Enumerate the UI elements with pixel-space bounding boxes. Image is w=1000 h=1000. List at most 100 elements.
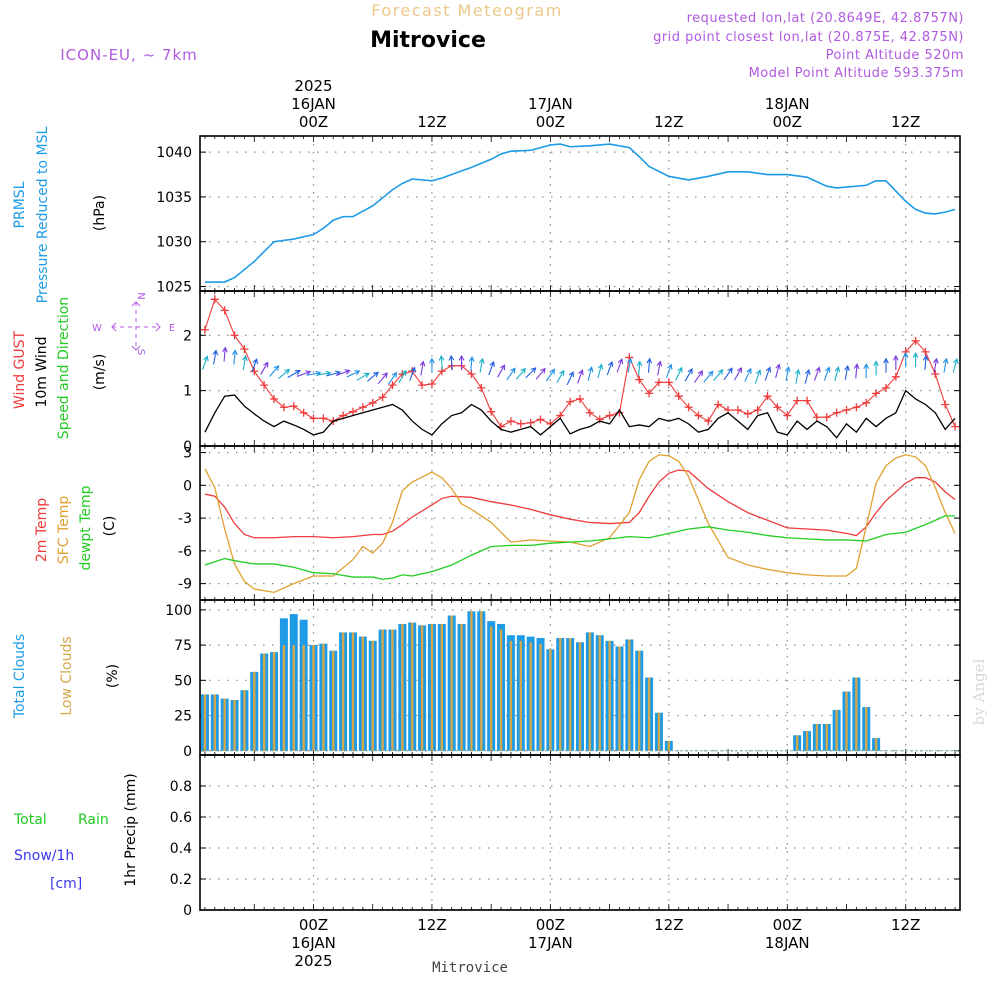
panel-temperature: 3 0 -3 -6 -9 bbox=[178, 445, 961, 601]
top-time-label: 00Z bbox=[299, 113, 328, 131]
bottom-time-label: 17JAN bbox=[528, 934, 573, 952]
low-cloud-bar bbox=[253, 671, 256, 751]
wind-arrow bbox=[883, 357, 889, 373]
low-cloud-bar bbox=[391, 629, 394, 751]
wind-arrow bbox=[296, 370, 312, 377]
gust-marker bbox=[664, 378, 673, 387]
footer-station: Mitrovice bbox=[432, 960, 508, 976]
gust-marker bbox=[645, 389, 654, 398]
left-labels: PRMSL Pressure Reduced to MSL (hPa) Wind… bbox=[12, 126, 175, 892]
bottom-time-label: 00Z bbox=[536, 916, 565, 934]
header-station: Mitrovice bbox=[370, 28, 486, 53]
low-cloud-bar bbox=[499, 629, 503, 751]
low-cloud-bar bbox=[539, 643, 542, 751]
wind-arrow bbox=[515, 367, 527, 380]
gust-marker bbox=[842, 406, 851, 415]
low-cloud-bar bbox=[470, 611, 473, 751]
gust-marker bbox=[319, 414, 328, 423]
y-tick-label: 0 bbox=[183, 478, 192, 494]
gust-marker bbox=[309, 414, 318, 423]
low-cloud-bar bbox=[825, 724, 828, 751]
gust-marker bbox=[378, 393, 387, 402]
low-cloud-bar bbox=[272, 652, 276, 751]
low-cloud-bar bbox=[411, 622, 414, 751]
gust-marker bbox=[951, 422, 960, 431]
wind-arrow bbox=[873, 360, 879, 376]
header-requested: requested lon,lat (20.8649E, 42.8757N) bbox=[687, 11, 964, 26]
wind-arrow bbox=[606, 360, 614, 376]
low-cloud-bar bbox=[332, 650, 335, 751]
wind-arrow bbox=[587, 366, 594, 381]
wind-arrow bbox=[525, 367, 537, 379]
gust-marker bbox=[250, 367, 259, 376]
wind-arrow bbox=[448, 354, 455, 370]
watermark: by Angel bbox=[970, 658, 988, 725]
low-cloud-bar bbox=[401, 623, 404, 751]
low-cloud-bar bbox=[647, 677, 651, 751]
wind-arrow bbox=[733, 366, 742, 381]
low-cloud-bar bbox=[371, 640, 374, 751]
low-cloud-bar bbox=[519, 640, 522, 751]
low-cloud-bar bbox=[233, 700, 236, 751]
gust-marker bbox=[635, 375, 644, 384]
low-cloud-bar bbox=[460, 623, 463, 751]
gust-marker bbox=[881, 383, 890, 392]
gust-marker bbox=[605, 411, 614, 420]
bottom-time-label: 00Z bbox=[773, 916, 802, 934]
wind-arrow bbox=[744, 367, 752, 382]
low-cloud-bar bbox=[480, 611, 483, 751]
top-time-label: 00Z bbox=[536, 113, 565, 131]
gust-marker bbox=[279, 403, 288, 412]
low-cloud-bar bbox=[282, 645, 286, 751]
low-cloud-bar bbox=[657, 712, 661, 751]
low-cloud-bar bbox=[302, 645, 305, 751]
gust-marker bbox=[487, 407, 496, 416]
low-cloud-bar bbox=[243, 690, 246, 751]
wind-arrow bbox=[784, 366, 791, 382]
wind-arrow bbox=[636, 360, 643, 376]
series-dewpt-temp bbox=[204, 515, 956, 580]
low-cloud-bar bbox=[608, 640, 611, 751]
gust-marker bbox=[516, 419, 525, 428]
y-tick-label: 0.8 bbox=[170, 779, 192, 795]
label-2m-temp: 2m Temp bbox=[34, 498, 50, 562]
series-10m-wind bbox=[204, 389, 956, 439]
label-snow: Snow/1h bbox=[14, 848, 74, 864]
low-cloud-bar bbox=[667, 740, 671, 751]
low-cloud-bar bbox=[845, 691, 848, 751]
wind-arrow bbox=[775, 363, 781, 379]
gust-marker bbox=[803, 396, 812, 405]
label-10m-wind: 10m Wind bbox=[34, 336, 50, 407]
y-tick-label: 1025 bbox=[156, 280, 192, 296]
gust-marker bbox=[832, 408, 841, 417]
low-cloud-bar bbox=[341, 632, 345, 751]
top-time-label: 2025 bbox=[294, 77, 332, 95]
top-time-label: 12Z bbox=[417, 113, 446, 131]
wind-arrow bbox=[693, 370, 704, 383]
gust-marker bbox=[536, 415, 545, 424]
compass-n: N bbox=[135, 292, 146, 299]
label-pct: (%) bbox=[105, 664, 121, 688]
compass: W E N S bbox=[92, 292, 175, 355]
label-dewpt-temp: dewpt Temp bbox=[78, 485, 94, 570]
label-speed-direction: Speed and Direction bbox=[56, 297, 72, 439]
y-tick-label: 0.2 bbox=[170, 872, 192, 888]
gust-marker bbox=[674, 392, 683, 401]
panel-frame bbox=[199, 445, 961, 601]
wind-arrow bbox=[468, 355, 475, 372]
low-cloud-bar bbox=[361, 636, 365, 751]
panel-wind: 0 1 2 bbox=[183, 290, 961, 455]
gust-marker bbox=[822, 413, 831, 422]
gust-marker bbox=[299, 408, 308, 417]
wind-arrow bbox=[488, 360, 495, 376]
bottom-time-label: 12Z bbox=[891, 916, 920, 934]
gust-marker bbox=[872, 389, 881, 398]
y-tick-label: 0 bbox=[183, 744, 192, 760]
wind-arrow bbox=[912, 352, 919, 368]
panel-precip: 0 0.2 0.4 0.6 0.8 bbox=[170, 754, 961, 919]
gust-marker bbox=[753, 406, 762, 415]
label-prmsl: PRMSL bbox=[12, 181, 28, 228]
gust-marker bbox=[704, 417, 713, 426]
low-cloud-bar bbox=[430, 623, 434, 751]
